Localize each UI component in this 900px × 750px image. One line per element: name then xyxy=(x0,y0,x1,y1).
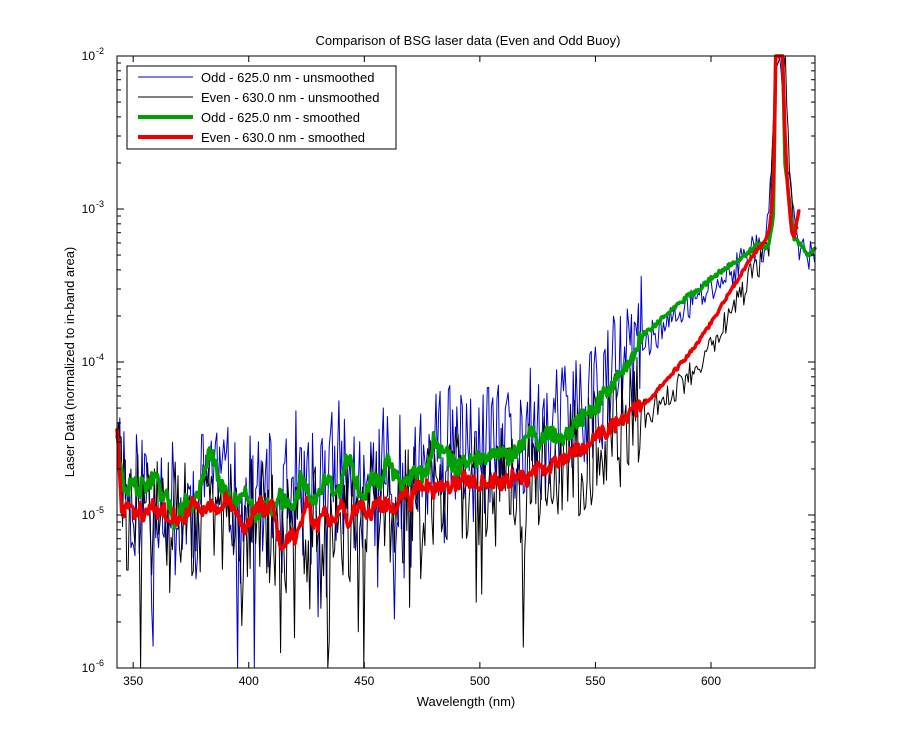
legend: Odd - 625.0 nm - unsmoothed Even - 630.0… xyxy=(126,65,397,150)
y-tick-label: 10 xyxy=(82,49,96,63)
x-tick-label: 500 xyxy=(470,674,490,688)
series-line-1 xyxy=(116,55,799,669)
y-tick-label: 10 xyxy=(82,355,96,369)
y-tick-label-exponent: -3 xyxy=(96,199,104,209)
plot-area xyxy=(117,56,815,668)
y-tick-label-exponent: -4 xyxy=(96,352,104,362)
y-tick-label: 10 xyxy=(82,661,96,675)
legend-label-odd-smoothed: Odd - 625.0 nm - smoothed xyxy=(201,110,360,125)
y-tick-label: 10 xyxy=(82,202,96,216)
legend-label-even-smoothed: Even - 630.0 nm - smoothed xyxy=(201,130,365,145)
chart-title: Comparison of BSG laser data (Even and O… xyxy=(316,33,621,48)
x-axis-title: Wavelength (nm) xyxy=(417,694,516,709)
x-tick-label: 450 xyxy=(354,674,374,688)
y-tick-label-exponent: -5 xyxy=(96,505,104,515)
x-tick-label: 550 xyxy=(585,674,605,688)
y-axis-title: Laser Data (normalized to in-band area) xyxy=(62,247,77,478)
x-tick-label: 400 xyxy=(239,674,259,688)
series-line-3 xyxy=(115,54,801,551)
x-tick-label: 350 xyxy=(123,674,143,688)
x-tick-label: 600 xyxy=(701,674,721,688)
y-tick-label: 10 xyxy=(82,508,96,522)
y-tick-label-exponent: -6 xyxy=(96,658,104,668)
y-tick-label-exponent: -2 xyxy=(96,46,104,56)
legend-label-odd-unsmoothed: Odd - 625.0 nm - unsmoothed xyxy=(201,70,374,85)
legend-label-even-unsmoothed: Even - 630.0 nm - unsmoothed xyxy=(201,90,380,105)
series-layer xyxy=(115,54,817,669)
